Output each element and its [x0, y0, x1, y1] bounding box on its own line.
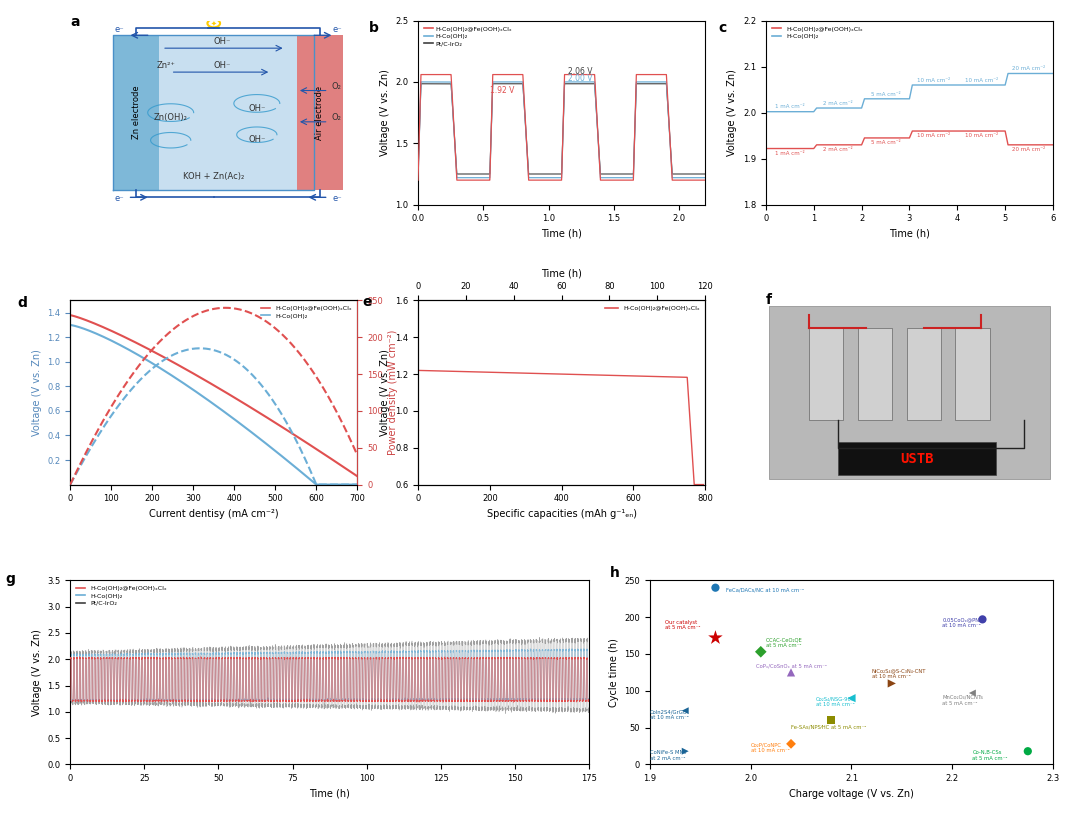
Bar [906, 328, 941, 420]
Text: e: e [363, 295, 372, 309]
Point [676, 704, 693, 718]
Text: 20 mA cm⁻²: 20 mA cm⁻² [1012, 147, 1045, 152]
Bar [858, 328, 892, 420]
Text: Fe-SAs/NPS⁄HC at 5 mA cm⁻²: Fe-SAs/NPS⁄HC at 5 mA cm⁻² [791, 724, 866, 729]
Text: Our catalyst
at 5 mA cm⁻²: Our catalyst at 5 mA cm⁻² [665, 620, 701, 630]
Text: Air electrode: Air electrode [315, 85, 324, 140]
Legend: H-Co(OH)₂@Fe(OOH)ₓClₓ, H-Co(OH)₂: H-Co(OH)₂@Fe(OOH)ₓClₓ, H-Co(OH)₂ [258, 303, 354, 321]
X-axis label: Time (h): Time (h) [309, 789, 350, 799]
Text: 5 mA cm⁻²: 5 mA cm⁻² [870, 141, 901, 145]
Text: d: d [17, 296, 27, 310]
Text: 20 mA cm⁻²: 20 mA cm⁻² [1012, 67, 1045, 72]
Text: e⁻: e⁻ [333, 194, 342, 203]
Text: a: a [70, 15, 80, 29]
Text: ✦: ✦ [211, 21, 217, 26]
Text: FeCa/DACs/NC at 10 mA cm⁻²: FeCa/DACs/NC at 10 mA cm⁻² [726, 588, 804, 593]
Bar [113, 35, 159, 190]
Y-axis label: Voltage (V vs. Zn): Voltage (V vs. Zn) [31, 629, 42, 716]
X-axis label: Current dentisy (mA cm⁻²): Current dentisy (mA cm⁻²) [149, 509, 279, 519]
Text: 10 mA cm⁻²: 10 mA cm⁻² [964, 78, 998, 83]
Text: 2.06 V: 2.06 V [568, 67, 593, 76]
Legend: H-Co(OH)₂@Fe(OOH)ₓClₓ, H-Co(OH)₂: H-Co(OH)₂@Fe(OOH)ₓClₓ, H-Co(OH)₂ [769, 24, 865, 41]
Bar [838, 442, 996, 475]
Point [883, 677, 901, 690]
Bar [297, 35, 343, 190]
Text: Zn electrode: Zn electrode [132, 85, 140, 140]
Point [676, 745, 693, 758]
Text: 5 mA cm⁻²: 5 mA cm⁻² [870, 91, 901, 96]
Point [782, 737, 799, 750]
Text: Co-N,B-CSs
at 5 mA cm⁻²: Co-N,B-CSs at 5 mA cm⁻² [972, 750, 1008, 761]
Y-axis label: Cycle time (h): Cycle time (h) [609, 638, 619, 707]
Bar [113, 35, 314, 190]
Text: c: c [718, 21, 726, 35]
Text: h: h [609, 566, 620, 580]
Point [823, 713, 840, 727]
Text: 1 mA cm⁻²: 1 mA cm⁻² [775, 150, 805, 156]
Y-axis label: Voltage (V vs. Zn): Voltage (V vs. Zn) [31, 349, 42, 436]
Text: OH⁻: OH⁻ [214, 38, 231, 47]
Text: USTB: USTB [900, 452, 933, 466]
Text: 1 mA cm⁻²: 1 mA cm⁻² [775, 104, 805, 109]
X-axis label: Time (h): Time (h) [541, 268, 582, 278]
Text: 2.00 V: 2.00 V [568, 74, 593, 83]
Text: g: g [5, 572, 15, 586]
Text: O₂: O₂ [332, 113, 341, 122]
Text: CoIn2S4/GrGO
at 10 mA cm⁻²: CoIn2S4/GrGO at 10 mA cm⁻² [650, 709, 689, 720]
Text: Co₂P/CoNPC
at 10 mA cm⁻²: Co₂P/CoNPC at 10 mA cm⁻² [751, 742, 789, 754]
Point [974, 612, 991, 626]
Point [1020, 745, 1037, 758]
Text: e⁻: e⁻ [114, 194, 124, 203]
Text: Zn²⁺: Zn²⁺ [157, 62, 175, 71]
Text: Co₂S₄/NSG-900
at 10 mA cm⁻²: Co₂S₄/NSG-900 at 10 mA cm⁻² [816, 696, 855, 707]
Text: KOH + Zn(Ac)₂: KOH + Zn(Ac)₂ [184, 172, 244, 181]
Text: 1.92 V: 1.92 V [490, 86, 514, 95]
X-axis label: Charge voltage (V vs. Zn): Charge voltage (V vs. Zn) [789, 789, 914, 799]
X-axis label: Specific capacities (mAh g⁻¹ₑₙ): Specific capacities (mAh g⁻¹ₑₙ) [487, 509, 636, 519]
Text: 10 mA cm⁻²: 10 mA cm⁻² [917, 133, 950, 138]
Text: f: f [766, 293, 772, 307]
Y-axis label: Voltage (V vs. Zn): Voltage (V vs. Zn) [379, 349, 390, 436]
X-axis label: Time (h): Time (h) [541, 229, 582, 239]
Point [782, 666, 799, 679]
Y-axis label: Power density (mW cm⁻²): Power density (mW cm⁻²) [389, 330, 399, 455]
Legend: H-Co(OH)₂@Fe(OOH)ₓClₓ, H-Co(OH)₂, Pt/C-IrO₂: H-Co(OH)₂@Fe(OOH)ₓClₓ, H-Co(OH)₂, Pt/C-I… [421, 24, 515, 48]
Text: e⁻: e⁻ [333, 25, 342, 34]
Point [706, 631, 724, 644]
Point [706, 581, 724, 594]
Legend: H-Co(OH)₂@Fe(OOH)ₓClₓ: H-Co(OH)₂@Fe(OOH)ₓClₓ [603, 303, 702, 314]
Y-axis label: Voltage (V vs. Zn): Voltage (V vs. Zn) [380, 69, 390, 156]
Text: O₂: O₂ [332, 81, 341, 90]
Text: 2 mA cm⁻²: 2 mA cm⁻² [823, 101, 852, 106]
Text: CoPₓ/CoSnOₓ at 5 mA cm⁻²: CoPₓ/CoSnOₓ at 5 mA cm⁻² [756, 663, 827, 669]
Point [752, 645, 769, 658]
Bar [956, 328, 990, 420]
Text: 2 mA cm⁻²: 2 mA cm⁻² [823, 147, 852, 152]
Text: 10 mA cm⁻²: 10 mA cm⁻² [917, 78, 950, 83]
Text: 10 mA cm⁻²: 10 mA cm⁻² [964, 133, 998, 138]
Text: b: b [368, 21, 378, 35]
Legend: H-Co(OH)₂@Fe(OOH)ₓClₓ, H-Co(OH)₂, Pt/C-IrO₂: H-Co(OH)₂@Fe(OOH)ₓClₓ, H-Co(OH)₂, Pt/C-I… [73, 584, 170, 608]
X-axis label: Time (h): Time (h) [889, 229, 930, 239]
Text: Zn(OH)₂: Zn(OH)₂ [153, 113, 188, 122]
Text: OCAC-CeO₂QE
at 5 mA cm⁻²: OCAC-CeO₂QE at 5 mA cm⁻² [766, 637, 802, 648]
Text: OH⁻: OH⁻ [248, 135, 266, 144]
Text: 0.05CoOₓ@PNC
at 10 mA cm⁻²: 0.05CoOₓ@PNC at 10 mA cm⁻² [942, 617, 983, 628]
Y-axis label: Voltage (V vs. Zn): Voltage (V vs. Zn) [727, 69, 738, 156]
Text: NiCo₂S₄@S-C₃N₄-CNT
at 10 mA cm⁻²: NiCo₂S₄@S-C₃N₄-CNT at 10 mA cm⁻² [872, 668, 927, 679]
Bar [809, 328, 843, 420]
Text: OH⁻: OH⁻ [214, 62, 231, 71]
Text: e⁻: e⁻ [114, 25, 124, 34]
Point [842, 691, 860, 704]
Text: CoNiFe-S MNs
at 2 mA cm⁻²: CoNiFe-S MNs at 2 mA cm⁻² [650, 750, 686, 761]
Text: OH⁻: OH⁻ [248, 104, 266, 113]
Point [963, 686, 981, 700]
Text: MnCo₂O₄/NCNTs
at 5 mA cm⁻²: MnCo₂O₄/NCNTs at 5 mA cm⁻² [942, 695, 983, 705]
